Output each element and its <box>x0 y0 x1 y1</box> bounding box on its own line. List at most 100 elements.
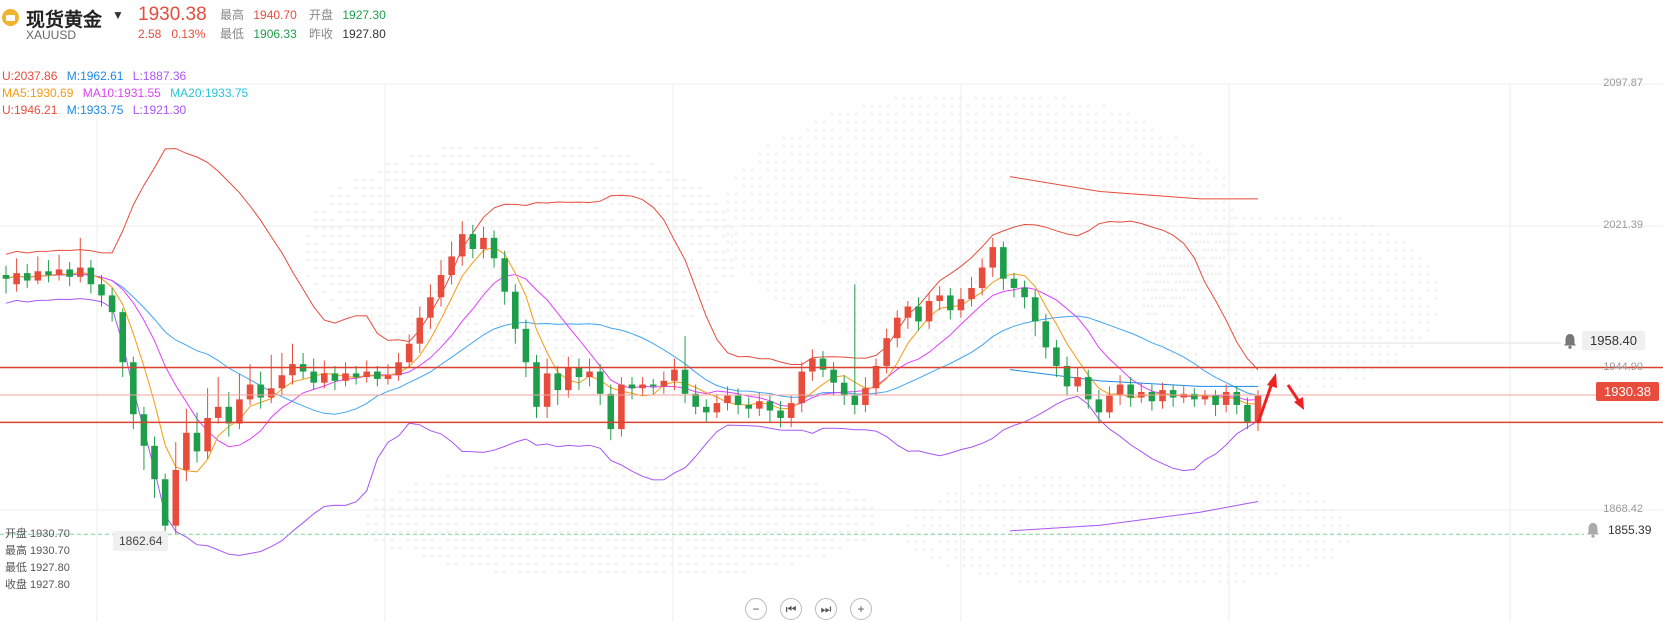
arrow-up <box>1256 382 1274 424</box>
y-tick-label: 2021.39 <box>1603 219 1643 231</box>
candle-body <box>267 388 275 398</box>
open-value: 1927.30 <box>342 8 386 22</box>
candle-body <box>745 404 753 409</box>
candle-body <box>819 358 827 370</box>
candle-body <box>384 375 392 379</box>
candle-body <box>766 401 774 411</box>
candle-body <box>565 367 572 391</box>
prev-button[interactable]: ⏮ <box>780 598 802 620</box>
candle-body <box>289 364 296 376</box>
ohlc-high: 最高 1930.70 <box>5 545 70 557</box>
boll2-mid: M:1933.75 <box>66 103 124 117</box>
candle-body <box>872 365 880 389</box>
zoom-in-button[interactable]: + <box>850 598 872 620</box>
upper-alert-price[interactable]: 1958.40 <box>1582 331 1645 350</box>
candle-body <box>1116 384 1124 396</box>
candle-body <box>140 414 148 446</box>
candle-body <box>1159 390 1166 402</box>
candle-body <box>1010 278 1018 288</box>
candle-body <box>1106 395 1113 413</box>
candle-body <box>511 291 519 329</box>
candle-body <box>469 234 477 249</box>
candle-body <box>87 267 95 285</box>
candle-body <box>957 299 965 311</box>
candle-body <box>713 403 721 413</box>
change-value: 2.58 <box>138 27 162 41</box>
candle-body <box>628 384 636 389</box>
caret-down-icon[interactable]: ▼ <box>112 8 124 22</box>
low-value: 1906.33 <box>253 27 297 41</box>
candle-body <box>321 373 328 383</box>
candle-body <box>1000 247 1007 279</box>
candle-body <box>214 406 222 418</box>
candle-body <box>862 388 869 405</box>
candle-body <box>55 269 63 275</box>
zoom-out-button[interactable]: − <box>745 598 767 620</box>
candle-body <box>734 395 742 405</box>
ohlc-low: 最低 1927.80 <box>5 562 70 574</box>
candle-body <box>1201 395 1209 400</box>
candle-body <box>660 380 668 387</box>
candle-body <box>1042 321 1050 348</box>
candle-body <box>1212 395 1219 405</box>
candle-body <box>363 371 371 378</box>
candle-body <box>501 258 508 292</box>
candle-body <box>395 362 402 376</box>
boll1-mid: M:1962.61 <box>66 69 124 83</box>
candle-body <box>161 479 169 526</box>
open-label: 开盘 <box>309 8 334 22</box>
ma10-value: MA10:1931.55 <box>82 86 161 100</box>
candle-body <box>936 295 943 301</box>
candle-body <box>130 362 137 415</box>
candle-body <box>702 406 710 413</box>
candle-body <box>1063 365 1071 387</box>
open-stat: 开盘 1927.30 <box>309 6 386 23</box>
candle-body <box>257 384 264 398</box>
minus-icon: − <box>752 602 760 616</box>
candle-body <box>1074 377 1081 387</box>
candle-body <box>1148 391 1156 402</box>
candle-body <box>23 273 31 281</box>
candle-body <box>1233 391 1241 405</box>
candle-body <box>989 247 997 268</box>
candle-body <box>45 271 52 275</box>
boll2-lower: L:1921.30 <box>132 103 187 117</box>
candle-body <box>76 267 84 277</box>
skip-back-icon: ⏮ <box>785 601 797 616</box>
low-stat: 最低 1906.33 <box>220 25 297 42</box>
candle-body <box>427 297 434 318</box>
prev-close-value: 1927.80 <box>342 27 386 41</box>
low-label: 最低 <box>220 27 245 41</box>
y-tick-label: 1868.42 <box>1603 503 1643 515</box>
candle-body <box>968 287 975 300</box>
projected-lower-line <box>1009 501 1259 532</box>
boll-lower-line <box>5 298 1259 556</box>
boll1-upper: U:2037.86 <box>2 69 58 83</box>
lower-alert-price[interactable]: 1855.39 <box>1608 523 1652 537</box>
candle-body <box>183 432 190 470</box>
alert-bell-icon[interactable] <box>1584 521 1602 539</box>
ohlc-open: 开盘 1930.70 <box>5 528 70 540</box>
candle-body <box>1031 297 1039 322</box>
candle-body <box>193 432 201 452</box>
projected-upper-line <box>1009 176 1258 200</box>
skip-forward-icon: ⏭ <box>820 601 832 616</box>
candle-body <box>416 317 424 344</box>
high-label: 最高 <box>220 8 245 22</box>
candle-body <box>405 343 413 363</box>
prev-close-stat: 昨收 1927.80 <box>309 25 386 42</box>
candle-body <box>851 395 859 405</box>
alert-bell-icon[interactable] <box>1561 332 1579 350</box>
price-change: 2.58 0.13% <box>138 27 205 41</box>
next-button[interactable]: ⏭ <box>815 598 837 620</box>
boll-indicator-1: U:2037.86 M:1962.61 L:1887.36 <box>2 69 192 83</box>
candle-body <box>586 371 593 378</box>
candle-body <box>649 384 657 387</box>
candle-body <box>310 371 317 383</box>
candle-body <box>98 284 105 296</box>
symbol-name[interactable]: 现货黄金 <box>26 10 103 31</box>
candle-body <box>639 384 646 389</box>
prev-close-label: 昨收 <box>309 27 334 41</box>
candle-body <box>119 312 127 363</box>
